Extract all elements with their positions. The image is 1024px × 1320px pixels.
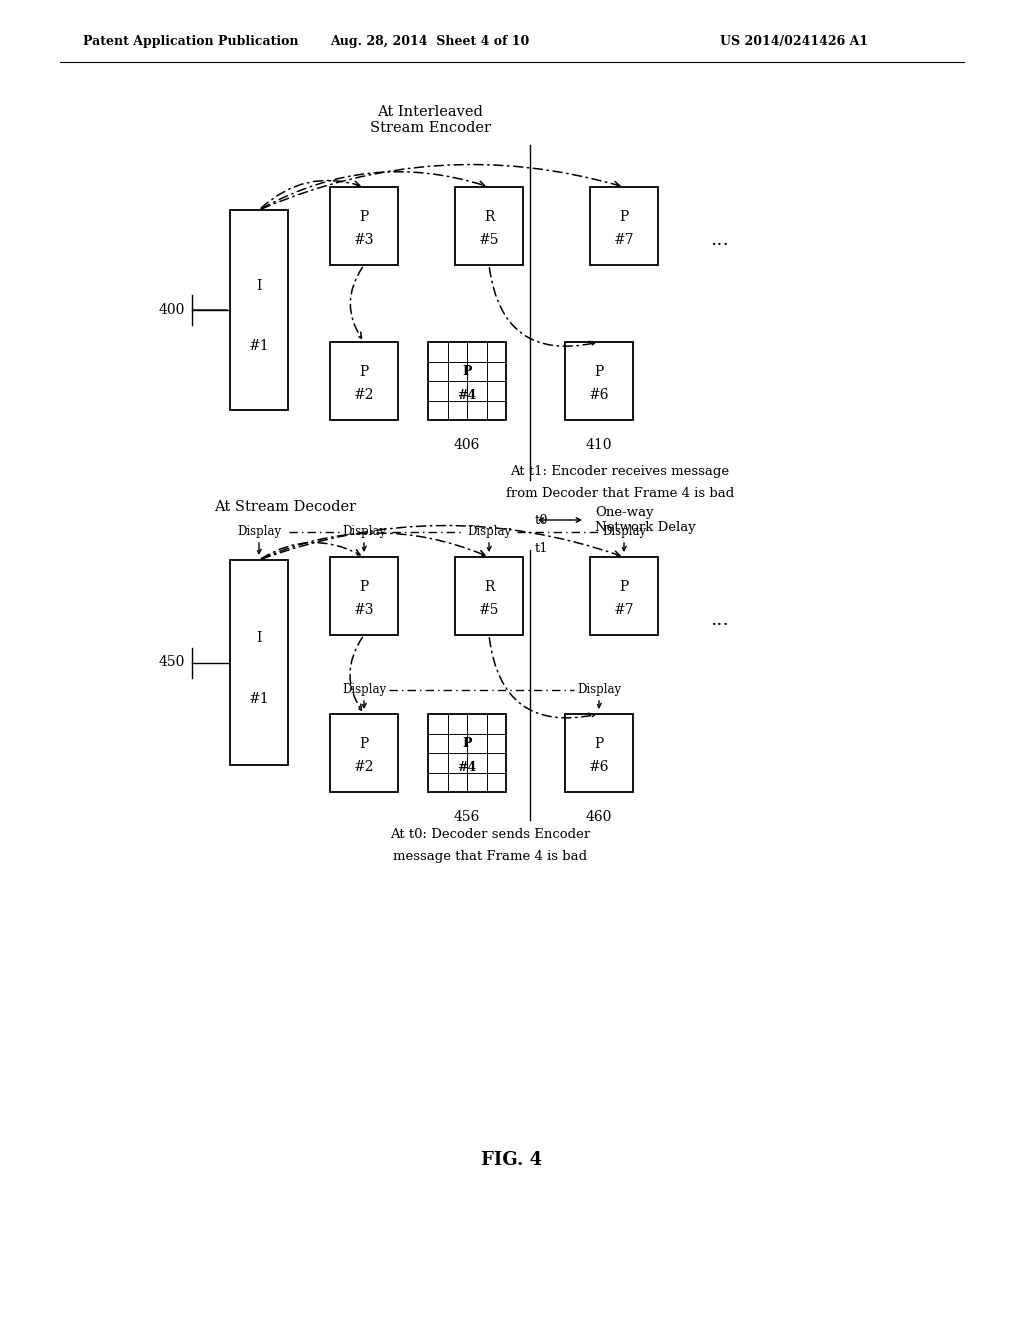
Text: US 2014/0241426 A1: US 2014/0241426 A1 bbox=[720, 36, 868, 49]
Text: #5: #5 bbox=[479, 234, 500, 247]
Text: #4: #4 bbox=[458, 388, 476, 401]
Text: P: P bbox=[462, 366, 472, 378]
Text: R: R bbox=[483, 210, 495, 223]
Text: message that Frame 4 is bad: message that Frame 4 is bad bbox=[393, 850, 587, 863]
Text: At t0: Decoder sends Encoder: At t0: Decoder sends Encoder bbox=[390, 828, 590, 841]
Text: #3: #3 bbox=[353, 234, 374, 247]
Text: #6: #6 bbox=[589, 760, 609, 774]
Text: #3: #3 bbox=[353, 603, 374, 616]
Text: Display: Display bbox=[342, 682, 386, 696]
Text: 400: 400 bbox=[159, 304, 185, 317]
Text: P: P bbox=[359, 364, 369, 379]
Text: ...: ... bbox=[711, 231, 729, 249]
Text: P: P bbox=[462, 737, 472, 750]
Text: At t1: Encoder receives message: At t1: Encoder receives message bbox=[510, 465, 729, 478]
Text: #2: #2 bbox=[353, 388, 374, 403]
Text: I: I bbox=[256, 279, 262, 293]
Bar bbox=[230, 560, 288, 766]
Bar bbox=[428, 714, 506, 792]
Text: #2: #2 bbox=[353, 760, 374, 774]
Text: #4: #4 bbox=[458, 760, 476, 774]
Bar bbox=[428, 714, 506, 792]
Text: #1: #1 bbox=[249, 693, 269, 706]
Text: One-way
Network Delay: One-way Network Delay bbox=[595, 506, 695, 535]
Text: 450: 450 bbox=[159, 656, 185, 669]
Text: #7: #7 bbox=[613, 603, 634, 616]
Text: Aug. 28, 2014  Sheet 4 of 10: Aug. 28, 2014 Sheet 4 of 10 bbox=[331, 36, 529, 49]
Text: P: P bbox=[594, 364, 603, 379]
Text: P: P bbox=[594, 737, 603, 751]
Text: R: R bbox=[483, 579, 495, 594]
Text: 456: 456 bbox=[454, 810, 480, 824]
Bar bbox=[330, 714, 398, 792]
Text: FIG. 4: FIG. 4 bbox=[481, 1151, 543, 1170]
Text: P: P bbox=[620, 579, 629, 594]
Text: At Stream Decoder: At Stream Decoder bbox=[214, 500, 356, 513]
Text: Display: Display bbox=[467, 525, 511, 539]
Text: Display: Display bbox=[237, 525, 281, 539]
Text: P: P bbox=[359, 210, 369, 223]
Text: t0: t0 bbox=[535, 513, 549, 527]
Bar bbox=[330, 187, 398, 265]
Text: P: P bbox=[359, 737, 369, 751]
Bar bbox=[565, 342, 633, 420]
Text: Patent Application Publication: Patent Application Publication bbox=[83, 36, 299, 49]
Text: from Decoder that Frame 4 is bad: from Decoder that Frame 4 is bad bbox=[506, 487, 734, 500]
Text: #7: #7 bbox=[613, 234, 634, 247]
Bar bbox=[590, 557, 658, 635]
Bar bbox=[565, 714, 633, 792]
Text: ...: ... bbox=[711, 611, 729, 630]
Text: #5: #5 bbox=[479, 603, 500, 616]
Text: #6: #6 bbox=[589, 388, 609, 403]
Bar bbox=[590, 187, 658, 265]
Text: P: P bbox=[620, 210, 629, 223]
Text: 406: 406 bbox=[454, 438, 480, 451]
Text: P: P bbox=[359, 579, 369, 594]
Text: 410: 410 bbox=[586, 438, 612, 451]
Text: At Interleaved
Stream Encoder: At Interleaved Stream Encoder bbox=[370, 106, 490, 135]
Text: Display: Display bbox=[577, 682, 622, 696]
Text: t1: t1 bbox=[535, 541, 549, 554]
Bar bbox=[455, 187, 523, 265]
Text: I: I bbox=[256, 631, 262, 645]
Bar bbox=[230, 210, 288, 411]
Bar bbox=[330, 342, 398, 420]
Text: 460: 460 bbox=[586, 810, 612, 824]
Text: #1: #1 bbox=[249, 339, 269, 352]
Bar bbox=[428, 342, 506, 420]
Bar bbox=[428, 342, 506, 420]
Text: Display: Display bbox=[342, 525, 386, 539]
Bar bbox=[455, 557, 523, 635]
Bar bbox=[330, 557, 398, 635]
Text: Display: Display bbox=[602, 525, 646, 539]
